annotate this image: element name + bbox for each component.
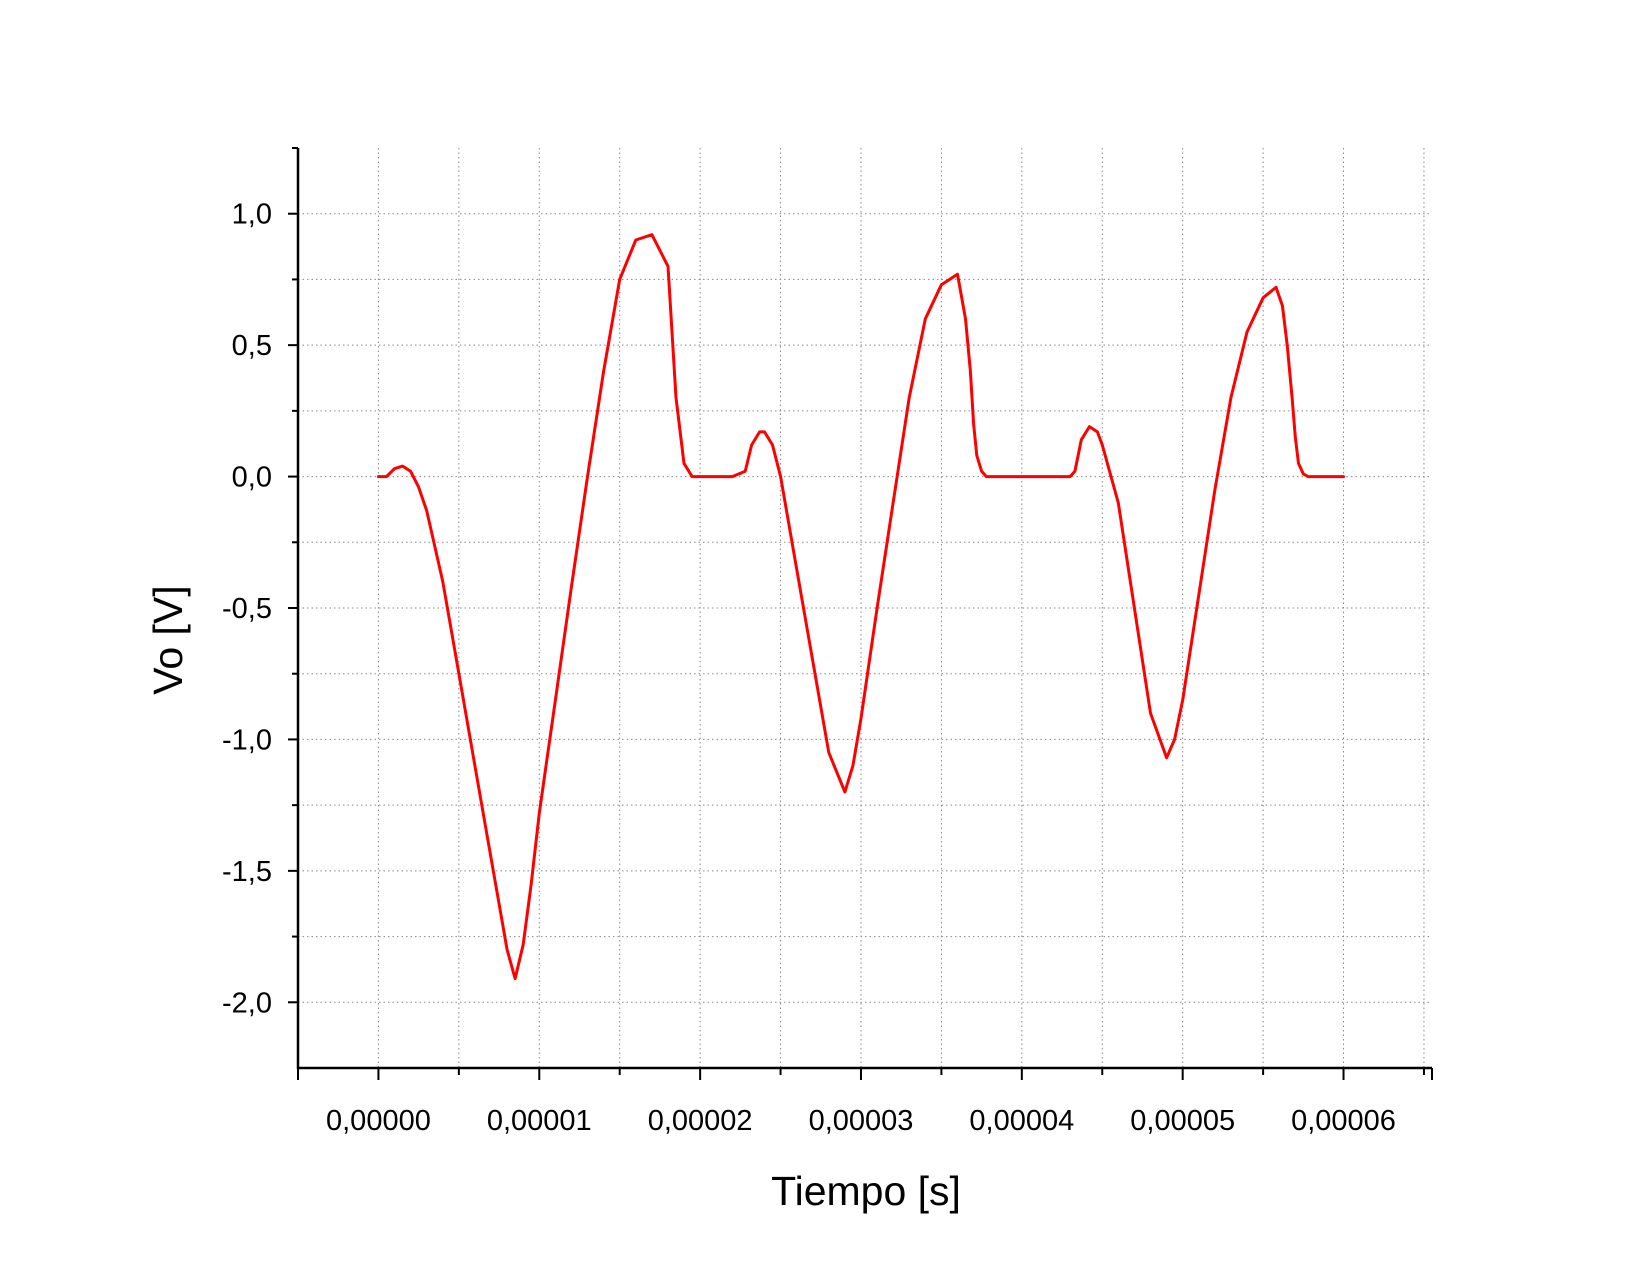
- grid: [298, 148, 1432, 1068]
- y-tick-label: 1,0: [232, 199, 272, 231]
- y-tick-label: -1,0: [222, 724, 272, 756]
- series-layer: [376, 233, 1345, 981]
- y-tick-label: 0,5: [232, 330, 272, 362]
- y-tick-label: 0,0: [232, 462, 272, 494]
- series-line-0: [376, 233, 1345, 981]
- x-tick-label: 0,00005: [1130, 1105, 1235, 1137]
- x-axis-title: Tiempo [s]: [771, 1168, 961, 1214]
- x-tick-label: 0,00003: [809, 1105, 914, 1137]
- x-tick-label: 0,00001: [487, 1105, 592, 1137]
- y-tick-label: -2,0: [222, 987, 272, 1019]
- x-tick-label: 0,00002: [648, 1105, 753, 1137]
- x-tick-label: 0,00006: [1291, 1105, 1396, 1137]
- y-tick-label: -0,5: [222, 593, 272, 625]
- x-tick-label: 0,00004: [969, 1105, 1074, 1137]
- axes: [288, 147, 1433, 1080]
- y-axis-title: Vo [V]: [145, 585, 191, 694]
- x-tick-label: 0,00000: [326, 1105, 431, 1137]
- y-tick-label: -1,5: [222, 856, 272, 888]
- tick-labels: 1,0 0,5 0,0 -0,5 -1,0 -1,5 -2,0 0,00000 0,00001 0…: [222, 199, 1396, 1137]
